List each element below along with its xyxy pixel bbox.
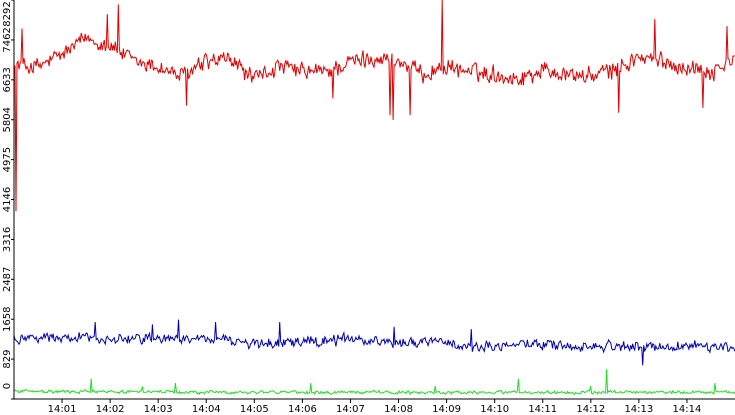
x-tick-label: 14:04 (192, 404, 221, 415)
y-tick-label: 0 (2, 383, 13, 389)
x-axis-ticks: 14:01 14:02 14:03 14:04 14:05 14:06 14:07 14:08… (48, 399, 702, 415)
y-tick-label: 8292 (2, 1, 13, 26)
y-tick-label: 829 (2, 350, 13, 369)
y-tick-label: 5804 (2, 107, 13, 132)
x-tick-label: 14:01 (48, 404, 77, 415)
x-tick-label: 14:06 (288, 404, 317, 415)
x-tick-label: 14:07 (336, 404, 365, 415)
x-tick-label: 14:14 (673, 404, 702, 415)
series-layer (13, 0, 735, 396)
y-tick-label: 4975 (2, 147, 13, 172)
series-line-1 (13, 0, 735, 212)
x-tick-label: 14:12 (576, 404, 605, 415)
series-line-3 (13, 369, 735, 396)
series-line-2 (13, 319, 735, 366)
x-tick-label: 14:08 (384, 404, 413, 415)
x-tick-label: 14:13 (624, 404, 653, 415)
x-tick-label: 14:11 (528, 404, 557, 415)
x-tick-label: 14:09 (432, 404, 461, 415)
x-tick-label: 14:05 (240, 404, 269, 415)
y-tick-label: 2487 (2, 267, 13, 292)
y-tick-label: 6633 (2, 67, 13, 92)
x-tick-label: 14:02 (96, 404, 125, 415)
y-tick-label: 7462 (2, 27, 13, 52)
x-tick-label: 14:10 (480, 404, 509, 415)
x-tick-label: 14:03 (144, 404, 173, 415)
y-tick-label: 4146 (2, 187, 13, 212)
y-tick-label: 3316 (2, 227, 13, 252)
y-tick-label: 1658 (2, 306, 13, 331)
